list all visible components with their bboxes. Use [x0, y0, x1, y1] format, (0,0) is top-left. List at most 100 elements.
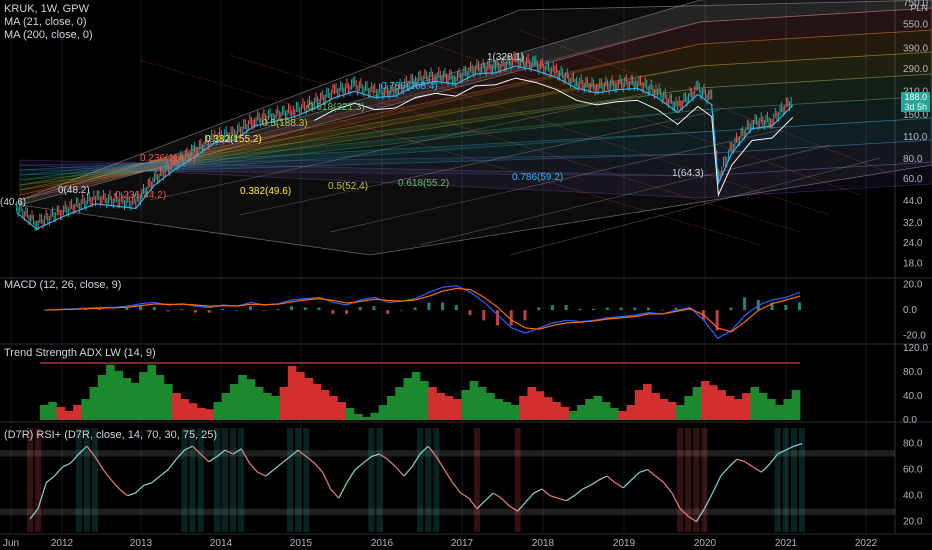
rsi-highlight-column [287, 428, 294, 532]
adx-bar [411, 372, 421, 420]
rsi-segment [224, 449, 234, 455]
pitchfan-cross-line [239, 109, 721, 216]
rsi-segment [655, 475, 665, 484]
rsi-highlight-column [677, 428, 684, 532]
adx-bar [428, 387, 437, 420]
adx-bar [254, 387, 264, 420]
adx-bar [552, 402, 561, 420]
macd-histogram-bar [784, 304, 788, 311]
rsi-segment [785, 445, 795, 451]
rsi-segment [330, 488, 340, 499]
adx-bar [535, 391, 545, 420]
adx-bar [196, 408, 206, 420]
rsi-zone-band [0, 450, 895, 457]
macd-histogram-bar [413, 307, 417, 311]
rsi-highlight-column [213, 428, 220, 532]
rsi-segment [427, 445, 437, 458]
rsi-highlight-column [222, 428, 229, 532]
adx-bar [733, 399, 743, 420]
rsi-segment [671, 492, 681, 509]
rsi-segment [744, 461, 754, 468]
adx-bar [676, 405, 685, 420]
rsi-segment [492, 492, 502, 499]
macd-tick-label: 20.0 [903, 280, 923, 291]
macd-tick-label: 0.0 [903, 305, 917, 316]
adx-bar [370, 412, 380, 420]
rsi-segment [70, 453, 80, 464]
rsi-segment [517, 501, 527, 512]
rsi-segment [346, 469, 356, 483]
rsi-segment [395, 466, 405, 477]
macd-histogram-bar [537, 307, 541, 311]
adx-bar [527, 387, 537, 420]
macd-line [44, 285, 801, 339]
main-legend: KRUK, 1W, GPW MA (21, close, 0) MA (200,… [4, 3, 93, 42]
adx-bar [163, 384, 173, 420]
pitchfan-cross-line [419, 144, 831, 246]
ma-21-label[interactable]: MA (21, close, 0) [4, 16, 87, 28]
adx-bar [304, 378, 314, 420]
rsi-tick-label: 20.0 [903, 517, 923, 528]
macd-histogram-bar [592, 308, 596, 311]
adx-bar [692, 387, 702, 420]
rsi-segment [159, 469, 169, 477]
rsi-segment [403, 466, 413, 477]
currency-label: PLN [910, 3, 928, 13]
rsi-segment [313, 462, 324, 473]
adx-bar [684, 396, 694, 420]
rsi-segment [94, 456, 104, 470]
pitchfan-cross-line [149, 89, 661, 201]
adx-bar [147, 364, 157, 420]
adx-bar [444, 396, 454, 420]
signal-line [44, 287, 801, 333]
adx-bar [543, 397, 553, 420]
adx-legend: Trend Strength ADX LW (14, 9) [4, 347, 156, 360]
macd-histogram-bar [427, 302, 431, 311]
rsi-tick-label: 40.0 [903, 491, 923, 502]
adx-bar [320, 390, 330, 420]
pitchfan-diagonal-line [229, 54, 801, 233]
adx-tick-label: 80.0 [903, 367, 923, 378]
time-tick-label: 2013 [130, 538, 153, 549]
rsi-title[interactable]: (D7R) RSI+ (D7R, close, 14, 70, 30, 75, … [4, 429, 218, 441]
macd-histogram-bar [303, 307, 307, 311]
macd-histogram-bar [358, 307, 362, 311]
macd-title[interactable]: MACD (12, 26, close, 9) [4, 279, 122, 291]
bar-countdown: 3d 5h [904, 102, 927, 112]
adx-bar [337, 402, 347, 420]
pitchfan-band [19, 117, 932, 176]
rsi-segment [509, 505, 518, 512]
adx-bar [494, 399, 504, 420]
pitchfan-diagonal-line [139, 59, 761, 246]
adx-bar [271, 396, 280, 420]
price-tick-label: 80.0 [903, 154, 923, 165]
rsi-highlight-column [368, 428, 375, 532]
rsi-highlight-column [685, 428, 692, 532]
rsi-segment [248, 462, 259, 473]
rsi-segment [371, 453, 380, 458]
adx-bar [395, 387, 404, 420]
rsi-segment [354, 462, 364, 471]
macd-histogram-bar [399, 310, 403, 311]
rsi-segment [639, 468, 648, 473]
rsi-segment [29, 508, 39, 520]
adx-bar [742, 393, 751, 420]
rsi-segment [590, 479, 600, 486]
macd-histogram-bar [180, 309, 184, 311]
rsi-segment [630, 471, 640, 481]
macd-histogram-bar [386, 310, 390, 314]
macd-histogram-bar [715, 310, 719, 331]
rsi-segment [549, 494, 559, 499]
rsi-segment [387, 458, 397, 468]
rsi-segment [452, 482, 462, 494]
adx-bar [263, 393, 272, 420]
adx-bar [353, 414, 363, 420]
rsi-segment [167, 458, 177, 471]
adx-title[interactable]: Trend Strength ADX LW (14, 9) [4, 347, 156, 359]
fib-level-label: 0.786(268.4) [381, 81, 438, 92]
ma-200-label[interactable]: MA (200, close, 0) [4, 29, 93, 41]
rsi-highlight-column [197, 428, 204, 532]
adx-bar [634, 390, 644, 420]
adx-tick-label: 0.0 [903, 415, 917, 426]
macd-histogram-bar [345, 310, 348, 314]
